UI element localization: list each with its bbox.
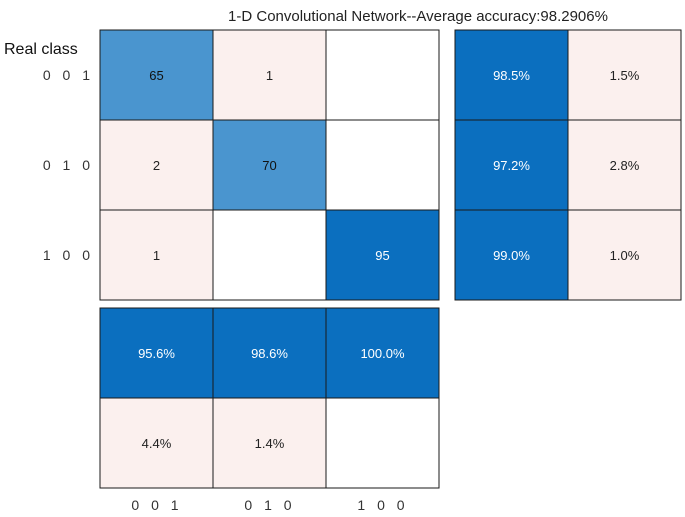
matrix-cell-2-2-rect [325, 209, 440, 301]
chart-title: 1-D Convolutional Network--Average accur… [228, 8, 608, 25]
row-tick-label-2: 1 0 0 [43, 247, 94, 263]
column-summary-cell-0-1-label: 98.6% [251, 346, 288, 361]
row-summary-cell-2-1-label: 1.0% [610, 248, 640, 263]
column-summary-cell-0-2-label: 100.0% [360, 346, 405, 361]
matrix-cell-1-2-rect [325, 119, 440, 211]
matrix-cell-1-1-rect [212, 119, 327, 211]
matrix-cell-0-1-rect [212, 29, 327, 121]
cells-layer: 65 1 2 70 1 95 98.5% 1.5% 97.2% 2.8% 99.0% 1.0% 95.6… [99, 29, 682, 489]
matrix-cell-0-0-label: 65 [149, 68, 163, 83]
row-summary-cell-0-1-label: 1.5% [610, 68, 640, 83]
col-tick-label-1: 0 1 0 [244, 497, 295, 513]
matrix-cell-2-2-label: 95 [375, 248, 389, 263]
matrix-cell-2-0-rect [99, 209, 214, 301]
y-axis-label: Real class [4, 41, 78, 58]
matrix-cell-1-0-rect [99, 119, 214, 211]
row-summary-cell-1-0-label: 97.2% [493, 158, 530, 173]
column-summary-cell-0-0-rect [99, 307, 214, 399]
row-summary-cell-1-1-rect [567, 119, 682, 211]
row-summary-cell-0-0-label: 98.5% [493, 68, 530, 83]
column-summary-cell-1-0-rect [99, 397, 214, 489]
matrix-cell-0-0-rect [99, 29, 214, 121]
row-tick-label-0: 0 0 1 [43, 67, 94, 83]
column-summary-cell-0-2-rect [325, 307, 440, 399]
column-summary-cell-0-1-rect [212, 307, 327, 399]
matrix-cell-1-1-label: 70 [262, 158, 276, 173]
matrix-cell-0-1-label: 1 [266, 68, 273, 83]
matrix-cell-1-0-label: 2 [153, 158, 160, 173]
row-summary-cell-2-1-rect [567, 209, 682, 301]
column-summary-cell-1-1-rect [212, 397, 327, 489]
matrix-cell-0-2-rect [325, 29, 440, 121]
matrix-cell-2-1-rect [212, 209, 327, 301]
matrix-cell-2-0-label: 1 [153, 248, 160, 263]
column-summary-cell-1-0-label: 4.4% [142, 436, 172, 451]
column-summary-cell-0-0-label: 95.6% [138, 346, 175, 361]
row-summary-cell-0-1-rect [567, 29, 682, 121]
row-summary-cell-1-1-label: 2.8% [610, 158, 640, 173]
col-tick-label-0: 0 0 1 [131, 497, 182, 513]
column-summary-cell-1-2-rect [325, 397, 440, 489]
row-summary-cell-2-0-label: 99.0% [493, 248, 530, 263]
column-summary-cell-1-1-label: 1.4% [255, 436, 285, 451]
col-tick-label-2: 1 0 0 [357, 497, 408, 513]
row-tick-label-1: 0 1 0 [43, 157, 94, 173]
